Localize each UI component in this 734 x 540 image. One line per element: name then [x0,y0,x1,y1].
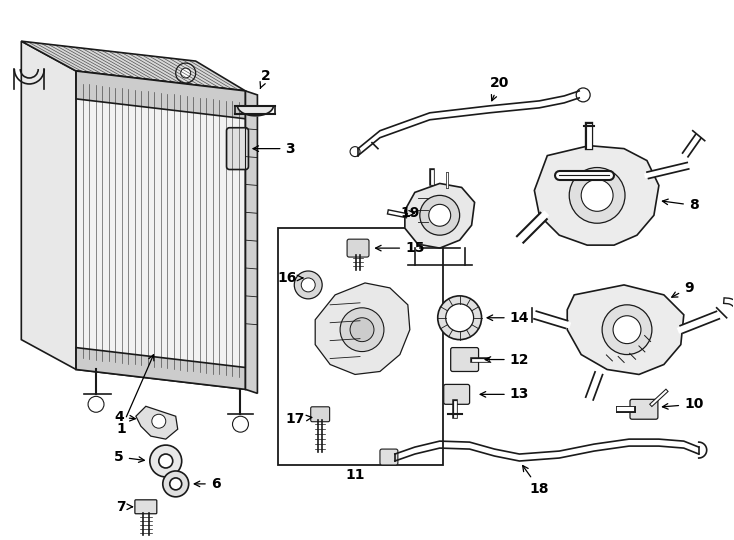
Text: 12: 12 [485,353,529,367]
Polygon shape [21,41,245,91]
Text: 16: 16 [277,271,303,285]
Text: 15: 15 [376,241,424,255]
Text: 5: 5 [114,450,145,464]
Bar [278,228,443,465]
Circle shape [301,278,315,292]
Text: 7: 7 [116,500,133,514]
Circle shape [88,396,104,412]
Circle shape [576,88,590,102]
Polygon shape [534,146,659,245]
Circle shape [340,308,384,352]
Circle shape [163,471,189,497]
Text: 17: 17 [286,412,312,426]
FancyBboxPatch shape [135,500,157,514]
Circle shape [294,271,322,299]
Text: 2: 2 [260,69,270,89]
Polygon shape [245,91,258,393]
Text: 4: 4 [114,410,135,424]
Circle shape [152,414,166,428]
FancyBboxPatch shape [451,348,479,372]
FancyBboxPatch shape [630,400,658,419]
Text: 14: 14 [487,310,529,325]
Text: 20: 20 [490,76,509,101]
Polygon shape [21,41,76,369]
FancyBboxPatch shape [444,384,470,404]
FancyBboxPatch shape [227,128,248,170]
Polygon shape [405,184,475,248]
Text: 9: 9 [672,281,694,297]
Text: 13: 13 [480,387,529,401]
Polygon shape [76,71,245,389]
Circle shape [159,454,172,468]
Polygon shape [76,348,245,389]
Polygon shape [567,285,684,374]
Text: 18: 18 [523,465,549,496]
Circle shape [175,63,196,83]
Circle shape [581,179,613,211]
Polygon shape [136,406,178,439]
Circle shape [446,304,473,332]
FancyBboxPatch shape [380,449,398,465]
FancyBboxPatch shape [347,239,369,257]
Circle shape [170,478,182,490]
Circle shape [420,195,459,235]
Text: 19: 19 [400,206,420,220]
Text: 11: 11 [345,468,365,482]
Circle shape [429,204,451,226]
Polygon shape [315,283,410,374]
Text: 1: 1 [116,355,154,436]
Circle shape [350,147,360,157]
Circle shape [570,167,625,223]
Polygon shape [238,106,273,116]
Circle shape [233,416,248,432]
Text: 3: 3 [253,141,295,156]
Circle shape [350,318,374,342]
Circle shape [602,305,652,355]
FancyBboxPatch shape [310,407,330,422]
Circle shape [613,316,641,343]
Text: 8: 8 [662,198,699,212]
Circle shape [150,445,182,477]
Text: 6: 6 [195,477,220,491]
Polygon shape [76,71,245,119]
Text: 10: 10 [663,397,703,411]
Circle shape [437,296,482,340]
Circle shape [181,68,191,78]
